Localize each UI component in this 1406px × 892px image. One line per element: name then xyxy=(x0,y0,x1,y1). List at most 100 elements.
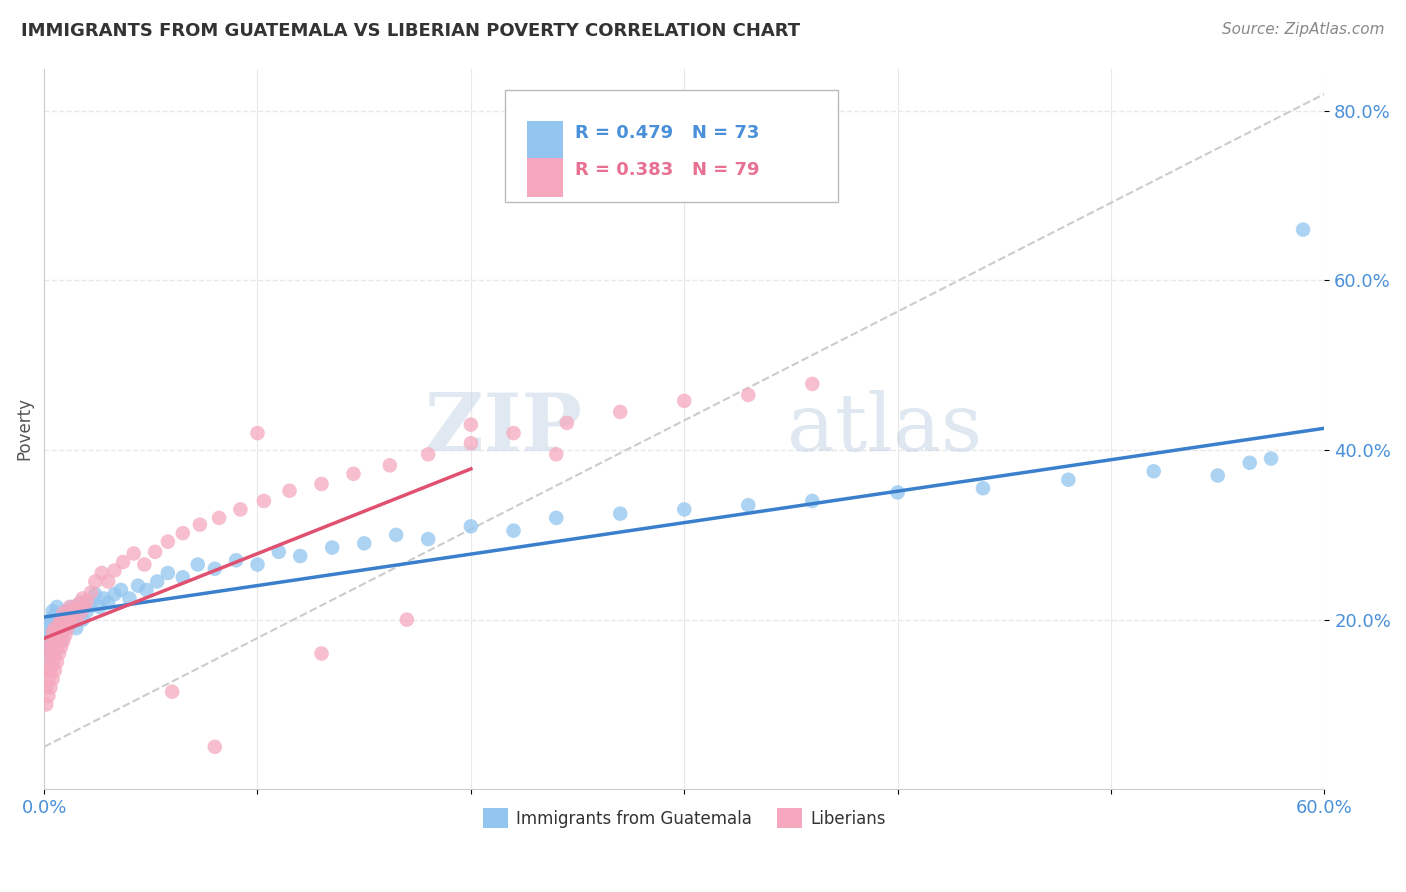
Y-axis label: Poverty: Poverty xyxy=(15,397,32,460)
Point xyxy=(84,574,107,589)
Point xyxy=(37,616,59,631)
Point xyxy=(502,426,524,441)
Point xyxy=(41,640,63,654)
Point xyxy=(204,739,226,754)
Point xyxy=(1206,468,1229,483)
Point xyxy=(48,616,70,631)
Point xyxy=(35,664,58,678)
Point xyxy=(44,621,66,635)
Point xyxy=(118,591,141,606)
Point xyxy=(48,613,70,627)
Point xyxy=(73,599,96,614)
Point xyxy=(112,555,135,569)
Point xyxy=(90,566,112,580)
Point xyxy=(673,393,696,408)
Point xyxy=(37,633,59,648)
Point xyxy=(39,630,62,644)
Point xyxy=(253,494,276,508)
Point xyxy=(55,628,77,642)
Text: Source: ZipAtlas.com: Source: ZipAtlas.com xyxy=(1222,22,1385,37)
Point xyxy=(44,633,66,648)
Text: R = 0.383   N = 79: R = 0.383 N = 79 xyxy=(575,161,759,179)
Point xyxy=(39,647,62,661)
Point xyxy=(44,625,66,640)
Point xyxy=(229,502,252,516)
Point xyxy=(135,582,157,597)
Point xyxy=(37,642,59,657)
Point xyxy=(35,681,58,695)
Point xyxy=(673,502,696,516)
Point xyxy=(80,585,103,599)
Point xyxy=(418,447,440,461)
Point xyxy=(801,494,824,508)
Point xyxy=(555,416,578,430)
Point xyxy=(41,621,63,635)
Point xyxy=(72,591,94,606)
Point xyxy=(246,426,269,441)
Point xyxy=(37,689,59,703)
Point xyxy=(67,598,90,612)
Point xyxy=(52,608,75,623)
Point xyxy=(44,608,66,623)
Point xyxy=(146,574,169,589)
Point xyxy=(55,604,77,618)
Point xyxy=(41,625,63,640)
Point xyxy=(72,613,94,627)
Point xyxy=(546,447,568,461)
Point xyxy=(460,417,482,432)
Point xyxy=(63,602,86,616)
Point xyxy=(39,681,62,695)
Point xyxy=(45,616,67,631)
Point xyxy=(73,599,96,614)
Point xyxy=(37,650,59,665)
Point xyxy=(51,640,73,654)
Point xyxy=(65,613,87,627)
Point xyxy=(35,698,58,712)
Point xyxy=(52,619,75,633)
Point xyxy=(63,608,86,623)
Point xyxy=(737,388,759,402)
Point xyxy=(48,647,70,661)
Point xyxy=(59,599,82,614)
Point xyxy=(52,606,75,620)
Point xyxy=(44,648,66,663)
Point xyxy=(342,467,364,481)
Point xyxy=(321,541,343,555)
Point xyxy=(69,596,91,610)
Point xyxy=(395,613,418,627)
Point xyxy=(76,604,98,618)
Point xyxy=(84,587,107,601)
Point xyxy=(52,625,75,640)
Point xyxy=(45,655,67,669)
Point xyxy=(385,528,408,542)
Point xyxy=(52,633,75,648)
Point xyxy=(1143,464,1166,478)
Point xyxy=(127,579,149,593)
Point xyxy=(267,545,290,559)
Point xyxy=(502,524,524,538)
Point xyxy=(156,534,179,549)
Point xyxy=(76,594,98,608)
Point xyxy=(609,405,631,419)
Point xyxy=(39,664,62,678)
Point xyxy=(546,511,568,525)
Point xyxy=(37,655,59,669)
Legend: Immigrants from Guatemala, Liberians: Immigrants from Guatemala, Liberians xyxy=(477,801,893,835)
Point xyxy=(246,558,269,572)
Point xyxy=(45,640,67,654)
Point xyxy=(204,562,226,576)
Point xyxy=(39,647,62,661)
Point xyxy=(122,547,145,561)
Point xyxy=(110,582,132,597)
Point xyxy=(51,613,73,627)
Point xyxy=(460,436,482,450)
Point xyxy=(172,526,194,541)
Point xyxy=(156,566,179,580)
Point xyxy=(134,558,156,572)
Point xyxy=(80,596,103,610)
FancyBboxPatch shape xyxy=(505,90,838,202)
Point xyxy=(460,519,482,533)
Point xyxy=(60,599,83,614)
Point xyxy=(93,591,115,606)
Point xyxy=(97,574,120,589)
